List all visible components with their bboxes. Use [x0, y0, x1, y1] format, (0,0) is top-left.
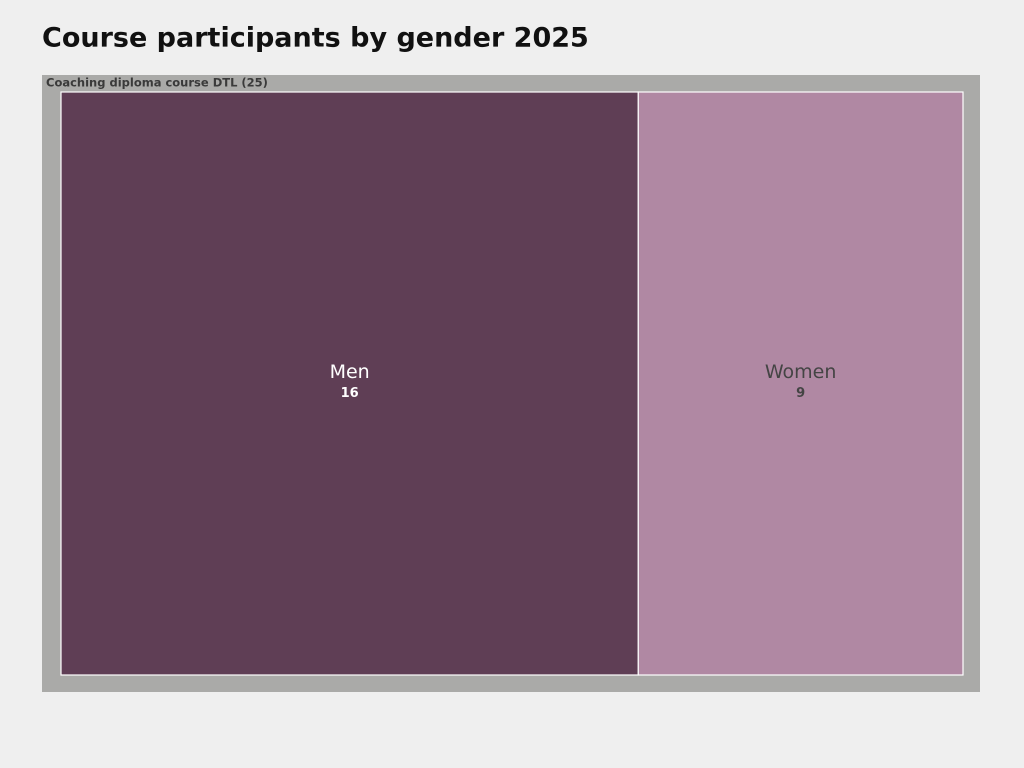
tile-value: 9	[796, 386, 805, 401]
group-label: Coaching diploma course DTL (25)	[46, 76, 268, 90]
treemap-tile	[637, 91, 964, 676]
tile-label: Men	[330, 361, 370, 383]
tile-value: 16	[341, 386, 359, 401]
tile-label: Women	[765, 361, 837, 383]
chart-title: Course participants by gender 2025	[42, 23, 589, 54]
treemap-tile	[60, 91, 639, 676]
